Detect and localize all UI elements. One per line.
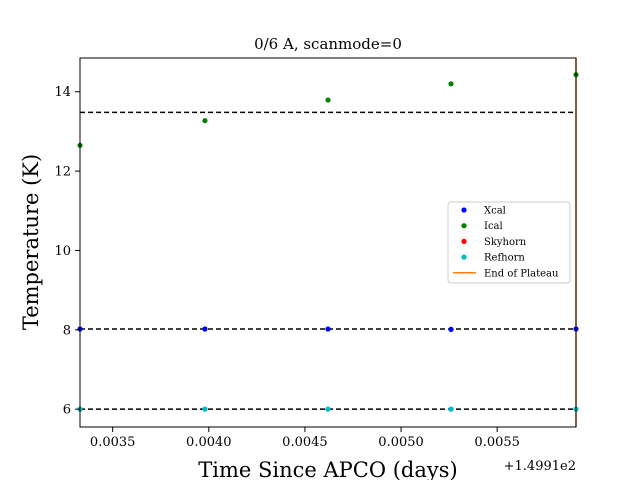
y-tick-label: 10 [54, 244, 71, 259]
refhorn-point [448, 406, 454, 412]
plot-frame [79, 57, 577, 428]
legend-marker-ical [461, 223, 467, 229]
x-axis-label: Time Since APCO (days) [198, 458, 457, 480]
x-tick-label: 0.0045 [282, 435, 328, 450]
xcal-point [202, 326, 208, 332]
legend-label-ical: Ical [484, 221, 503, 232]
refhorn-point [325, 406, 331, 412]
xcal-point [448, 326, 454, 332]
y-tick-label: 12 [54, 165, 71, 180]
x-tick-label: 0.0035 [90, 435, 136, 450]
legend-label-end-of-plateau: End of Plateau [484, 268, 559, 279]
y-tick-label: 6 [63, 403, 71, 418]
legend-marker-refhorn [461, 254, 467, 260]
x-tick-label: 0.0055 [474, 435, 520, 450]
legend-marker-xcal [461, 207, 467, 213]
legend-marker-skyhorn [461, 238, 467, 244]
refhorn-point [202, 406, 208, 412]
legend-label-xcal: Xcal [484, 206, 506, 217]
y-tick-label: 8 [63, 323, 71, 338]
legend-label-skyhorn: Skyhorn [484, 237, 527, 248]
x-offset-label: +1.4991e2 [504, 459, 576, 474]
xcal-point [325, 326, 331, 332]
ical-point [202, 118, 208, 124]
x-tick-label: 0.0050 [378, 435, 424, 450]
y-axis-label: Temperature (K) [19, 154, 43, 330]
ical-point [325, 97, 331, 103]
ical-point [448, 81, 454, 87]
x-tick-label: 0.0040 [186, 435, 232, 450]
legend-label-refhorn: Refhorn [484, 253, 525, 264]
y-tick-label: 14 [54, 85, 71, 100]
chart-title: 0/6 A, scanmode=0 [254, 35, 402, 53]
legend-box [447, 201, 571, 284]
legend: Xcal Ical Skyhorn Refhorn End of Plateau [447, 201, 571, 284]
